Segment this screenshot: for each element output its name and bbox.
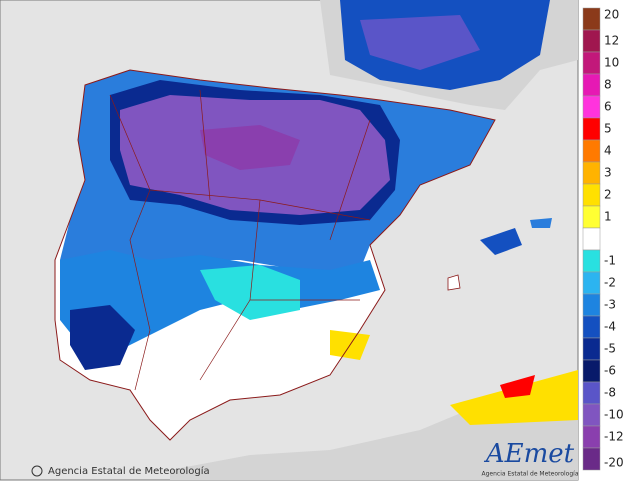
legend-swatch (582, 227, 601, 251)
balearic (447, 274, 461, 291)
legend-label: 5 (604, 122, 612, 136)
legend-swatch (582, 403, 601, 427)
africa (170, 375, 578, 480)
legend-swatch (582, 117, 601, 141)
legend-swatch (582, 359, 601, 383)
credit-text: Agencia Estatal de Meteorología (48, 465, 210, 477)
legend-label: 4 (604, 144, 612, 158)
frost-zone (200, 125, 300, 170)
legend-label: -5 (604, 342, 616, 356)
legend-swatch (582, 249, 601, 273)
legend-label: -20 (604, 456, 624, 470)
legend-swatch (582, 73, 601, 97)
legend-swatch (582, 271, 601, 295)
very-cold-zone (70, 305, 135, 370)
legend-label: 10 (604, 56, 619, 70)
balearic (480, 228, 522, 255)
legend-label: -6 (604, 364, 616, 378)
legend-label: -4 (604, 320, 616, 334)
logo: AEmet (484, 439, 575, 469)
logo-subtitle: Agencia Estatal de Meteorología (482, 471, 579, 478)
legend: 20 12 10 8 6 5 4 3 2 1 -1 -2 -3 -4 -5 -6 -8 -10 -12 -20 (582, 7, 624, 471)
legend-label: 8 (604, 78, 612, 92)
legend-label: -8 (604, 386, 616, 400)
copyright-icon (31, 465, 43, 477)
legend-swatch (582, 95, 601, 119)
mild-zone (200, 265, 300, 320)
legend-label: -12 (604, 430, 624, 444)
legend-swatch (582, 161, 601, 185)
legend-label: -3 (604, 298, 616, 312)
coastline (54, 69, 496, 441)
legend-swatch (582, 139, 601, 163)
legend-swatch (582, 7, 601, 31)
legend-label: -1 (604, 254, 616, 268)
legend-swatch (582, 51, 601, 75)
legend-swatch (582, 381, 601, 405)
legend-label: 1 (604, 210, 612, 224)
frost-zone (360, 15, 480, 70)
legend-label: 6 (604, 100, 612, 114)
legend-swatch (582, 337, 601, 361)
province-borders (109, 89, 371, 391)
legend-swatch (582, 205, 601, 229)
legend-swatch (582, 29, 601, 53)
legend-label: -2 (604, 276, 616, 290)
legend-swatch (582, 293, 601, 317)
legend-label: 3 (604, 166, 612, 180)
legend-swatch (582, 183, 601, 207)
legend-label: 20 (604, 8, 619, 22)
legend-label: 2 (604, 188, 612, 202)
legend-swatch (582, 447, 601, 471)
legend-swatch (582, 425, 601, 449)
warm-zone (500, 375, 535, 398)
balearic (530, 218, 552, 228)
warm-zone (450, 370, 578, 425)
legend-label: 12 (604, 34, 619, 48)
legend-swatch (582, 315, 601, 339)
legend-label: -10 (604, 408, 624, 422)
